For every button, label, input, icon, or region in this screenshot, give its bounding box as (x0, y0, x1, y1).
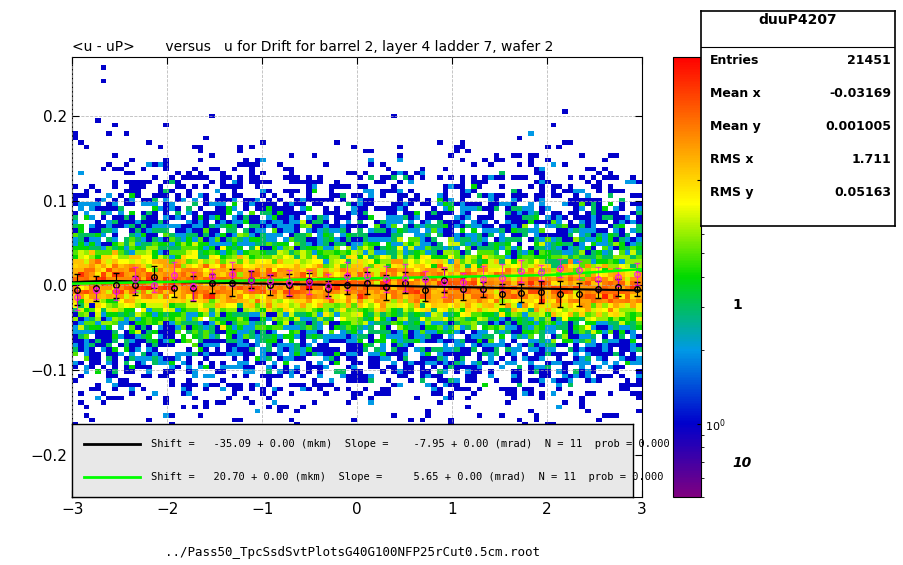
Text: <u - uP>       versus   u for Drift for barrel 2, layer 4 ladder 7, wafer 2: <u - uP> versus u for Drift for barrel 2… (72, 40, 553, 54)
Text: 0.05163: 0.05163 (833, 186, 890, 199)
Text: 21451: 21451 (846, 54, 890, 67)
Text: Mean y: Mean y (710, 120, 760, 133)
Text: RMS y: RMS y (710, 186, 753, 199)
Text: 0.001005: 0.001005 (824, 120, 890, 133)
Text: Mean x: Mean x (710, 88, 760, 101)
Text: RMS x: RMS x (710, 154, 753, 167)
Text: ../Pass50_TpcSsdSvtPlotsG40G100NFP25rCut0.5cm.root: ../Pass50_TpcSsdSvtPlotsG40G100NFP25rCut… (165, 546, 539, 559)
Text: 1: 1 (731, 298, 741, 312)
Text: 10: 10 (731, 457, 750, 470)
Text: 1.711: 1.711 (851, 154, 890, 167)
Text: duuP4207: duuP4207 (758, 13, 836, 27)
Text: -0.03169: -0.03169 (828, 88, 890, 101)
Text: Shift =   -35.09 + 0.00 (mkm)  Slope =    -7.95 + 0.00 (mrad)  N = 11  prob = 0.: Shift = -35.09 + 0.00 (mkm) Slope = -7.9… (151, 440, 669, 449)
Text: Entries: Entries (710, 54, 759, 67)
Text: Shift =   20.70 + 0.00 (mkm)  Slope =     5.65 + 0.00 (mrad)  N = 11  prob = 0.0: Shift = 20.70 + 0.00 (mkm) Slope = 5.65 … (151, 472, 663, 481)
